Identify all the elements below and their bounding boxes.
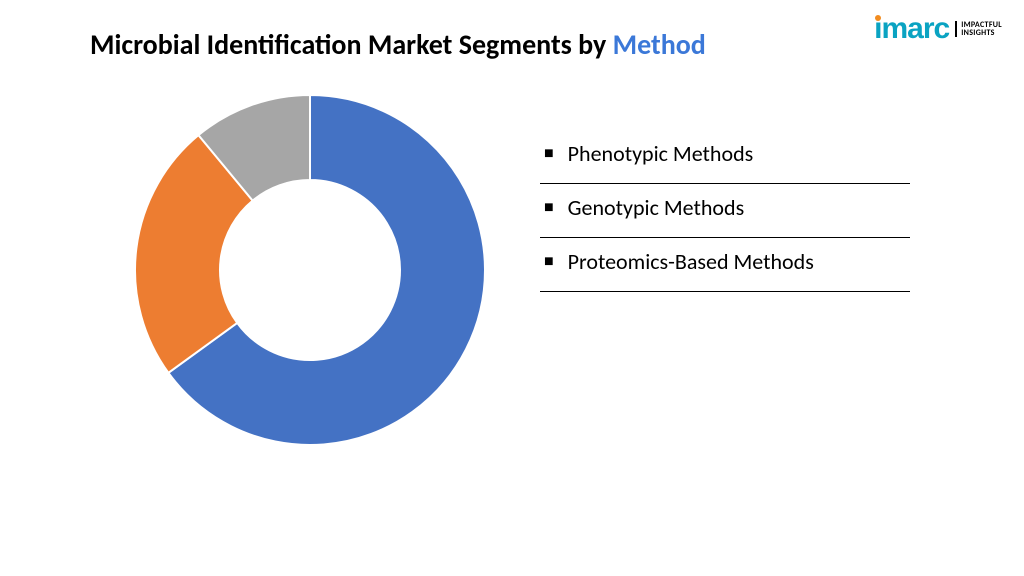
- legend-item: ■ Phenotypic Methods: [540, 130, 910, 184]
- legend-item-label: Phenotypic Methods: [568, 140, 754, 167]
- title-highlight: Method: [613, 27, 706, 62]
- title-prefix: Microbial Identification Market Segments…: [90, 27, 613, 62]
- legend-item-label: Proteomics-Based Methods: [568, 248, 814, 275]
- chart-legend: ■ Phenotypic Methods ■ Genotypic Methods ■ Pr…: [540, 130, 910, 292]
- brand-logo-text: ımarc: [874, 12, 949, 46]
- square-bullet-icon: ■: [544, 146, 554, 162]
- legend-item: ■ Proteomics-Based Methods: [540, 238, 910, 292]
- brand-tagline-2: INSIGHTS: [961, 28, 995, 38]
- donut-chart-svg: [130, 90, 490, 450]
- square-bullet-icon: ■: [544, 200, 554, 216]
- legend-item: ■ Genotypic Methods: [540, 184, 910, 238]
- donut-hole: [221, 181, 399, 359]
- legend-item-label: Genotypic Methods: [568, 194, 745, 221]
- square-bullet-icon: ■: [544, 254, 554, 270]
- logo-dot-icon: [875, 15, 881, 21]
- page-title: Microbial Identification Market Segments…: [90, 28, 706, 62]
- brand-logo: ımarc IMPACTFUL INSIGHTS: [874, 12, 1002, 46]
- page-root: Microbial Identification Market Segments…: [0, 0, 1024, 576]
- brand-logo-tagline: IMPACTFUL INSIGHTS: [955, 21, 1002, 38]
- donut-chart: [130, 90, 490, 450]
